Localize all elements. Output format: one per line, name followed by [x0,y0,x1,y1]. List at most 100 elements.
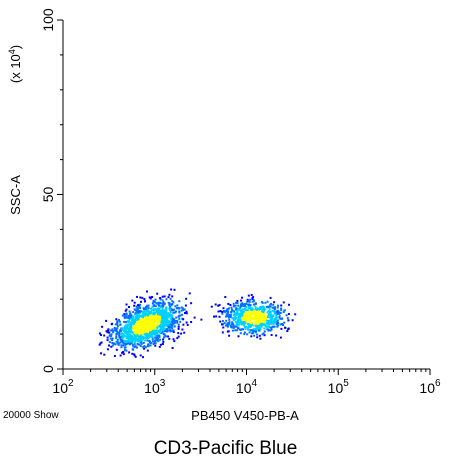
event-dot [253,315,256,317]
event-dot [246,298,249,301]
event-dot [143,310,146,313]
event-dot [147,313,150,316]
event-dot [151,340,154,343]
event-dot [253,334,256,337]
event-dot [146,349,149,352]
event-dot [214,303,217,306]
event-dot [170,309,173,312]
event-dot [243,325,246,328]
event-dot [123,335,126,337]
event-dot [241,328,244,331]
event-dot [161,307,164,310]
event-dot [153,309,156,312]
event-dot [177,323,180,326]
event-dot [176,321,179,324]
event-dot [122,341,124,344]
event-dot [163,336,165,339]
event-dot [247,315,249,318]
event-dot [148,296,151,299]
event-dot [121,337,123,339]
event-dot [132,345,135,348]
event-dot [139,330,142,333]
y-axis-ticks: 0 50 100 [40,8,63,373]
event-dot [265,319,268,322]
event-dot [138,311,141,314]
event-dot [251,321,254,324]
event-dot [166,314,168,317]
event-dot [141,314,144,316]
event-dot [233,310,235,313]
event-dot [149,344,152,347]
event-dot [154,298,157,301]
event-dot [149,310,152,313]
event-dot [259,337,262,340]
event-dot [149,317,152,320]
event-dot [137,330,139,333]
event-dot [167,335,170,338]
event-dot [130,330,133,333]
event-dot [261,333,264,336]
event-dot [165,298,168,301]
event-dot [226,312,229,315]
event-dot [239,306,242,309]
event-dot [124,330,127,333]
event-dot [248,304,251,306]
event-dot [186,323,189,326]
event-dot [253,299,256,302]
event-dot [232,323,235,326]
event-dot [230,306,233,309]
event-dot [160,316,163,319]
event-dot [139,337,142,340]
event-dot [268,326,271,329]
event-dot [235,301,237,304]
event-dot [132,315,135,318]
event-dot [250,335,253,338]
event-dot [110,335,113,338]
event-dot [135,310,138,313]
event-dot [256,318,259,321]
event-dot [98,332,101,335]
event-dot [151,306,154,309]
event-dot [255,308,258,311]
event-dot [151,309,154,312]
event-dot [253,328,256,331]
event-dot [179,320,182,323]
event-dot [166,318,169,321]
event-dot [152,304,155,307]
event-dot [245,325,248,328]
event-dot [261,305,264,308]
event-dot [270,315,273,318]
event-dot [100,352,102,355]
event-dot [145,332,148,335]
event-dot [139,303,142,306]
event-dot [163,309,166,312]
event-dot [121,327,124,330]
event-dot [117,342,120,345]
event-dot [223,322,226,324]
event-dot [234,315,237,318]
event-dot [130,321,132,324]
event-dot [169,330,172,333]
event-dot [103,353,106,356]
event-dot [247,323,249,326]
event-dot [152,311,155,314]
event-dot [253,323,256,326]
event-dot [266,328,269,331]
event-dot [115,329,118,332]
event-dot [119,329,121,332]
event-dot [134,337,137,340]
event-dot [233,312,236,315]
event-dot [176,304,179,307]
event-dot [138,343,141,346]
event-dot [158,334,161,337]
event-dot [252,330,255,332]
event-dot [163,316,166,319]
event-dot [110,345,113,348]
event-dot [241,317,244,320]
event-dot [156,339,159,342]
event-dot [142,328,145,331]
event-dot [157,316,160,319]
event-dot [172,329,175,332]
event-dot [247,300,250,302]
event-dot [234,321,237,324]
